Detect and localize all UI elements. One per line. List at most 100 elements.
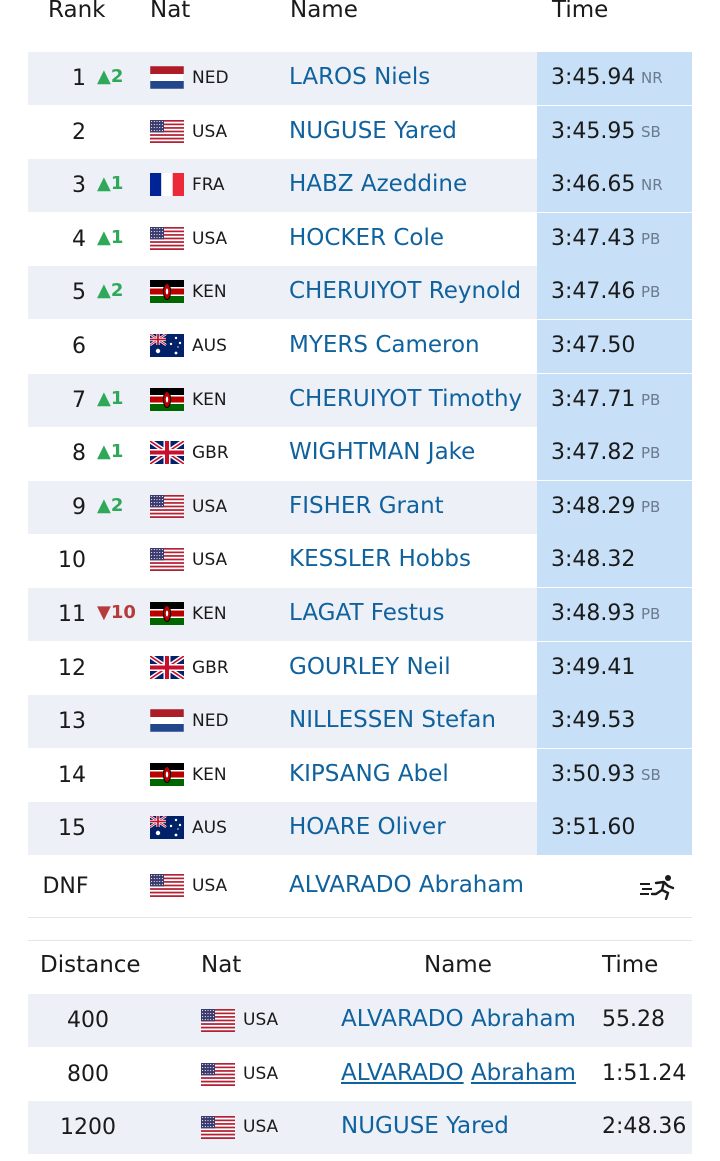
athlete-name-link[interactable]: HOCKER Cole <box>289 224 445 251</box>
result-time: 3:48.29 <box>551 493 636 519</box>
rank-change-indicator: ▲2 <box>97 494 124 516</box>
splits-header-name: Name <box>424 952 492 978</box>
section-divider <box>28 940 692 941</box>
rank-number: 3 <box>72 173 86 199</box>
rank-number: 2 <box>72 119 86 145</box>
time-cell <box>537 480 692 534</box>
result-row: 10 USA KESSLER Hobbs 3:48.32 <box>28 534 692 588</box>
time-cell <box>537 641 692 695</box>
usa-flag-icon <box>150 226 184 250</box>
nat-code: AUS <box>192 818 227 839</box>
result-time: 3:48.93 <box>551 601 636 626</box>
runner-icon <box>640 875 675 900</box>
time-cell <box>537 427 692 481</box>
split-leader-name-link[interactable]: ALVARADO Abraham <box>341 1006 576 1032</box>
athlete-name-link[interactable]: MYERS Cameron <box>289 332 480 358</box>
split-leader-name-link[interactable]: ALVARADO Abraham <box>341 1060 576 1086</box>
rank-number: 7 <box>72 387 86 413</box>
athlete-name-link[interactable]: FISHER Grant <box>289 492 444 519</box>
rank-number: 4 <box>72 226 86 252</box>
nat-code: KEN <box>192 389 227 410</box>
usa-flag-icon <box>201 1116 235 1139</box>
result-time: 3:47.71 <box>551 386 636 412</box>
header-time: Time <box>552 0 609 23</box>
time-cell <box>537 695 692 749</box>
athlete-name-link[interactable]: NUGUSE Yared <box>289 117 457 144</box>
split-distance: 400 <box>67 1008 109 1033</box>
result-time: 3:48.32 <box>551 547 636 573</box>
leader-given-name[interactable]: Abraham <box>470 1059 576 1086</box>
time-cell <box>537 105 692 159</box>
leader-surname[interactable]: NUGUSE <box>341 1113 439 1139</box>
rank-change-indicator: ▲2 <box>97 280 124 302</box>
rank-number: 9 <box>72 494 86 520</box>
athlete-name-link[interactable]: HABZ Azeddine <box>289 171 468 198</box>
nat-code: GBR <box>192 657 229 678</box>
nat-code: KEN <box>192 282 227 303</box>
nat-code: USA <box>192 876 228 896</box>
athlete-name-link[interactable]: LAGAT Festus <box>289 600 445 626</box>
split-distance: 1200 <box>60 1115 116 1140</box>
nat-code: USA <box>243 1063 279 1084</box>
usa-flag-icon <box>150 548 184 572</box>
result-row: 7 ▲1 KEN CHERUIYOT Timothy 3:47.71 PB <box>28 373 692 427</box>
result-row: 4 ▲1 USA HOCKER Cole 3:47.43 PB <box>28 212 692 266</box>
leader-surname[interactable]: ALVARADO <box>341 1006 464 1032</box>
usa-flag-icon <box>150 494 184 518</box>
usa-flag-icon <box>201 1009 235 1032</box>
athlete-name-link[interactable]: NILLESSEN Stefan <box>289 707 496 734</box>
section-divider <box>28 917 692 918</box>
athlete-name-link[interactable]: HOARE Oliver <box>289 814 446 841</box>
rank-change-indicator: ▲1 <box>97 441 124 463</box>
header-rank: Rank <box>48 0 106 23</box>
rank-number: 11 <box>58 602 86 627</box>
rank-number: 14 <box>58 762 86 788</box>
athlete-name-link[interactable]: CHERUIYOT Reynold <box>289 278 522 305</box>
split-leader-name-link[interactable]: NUGUSE Yared <box>341 1113 509 1139</box>
athlete-name-link[interactable]: ALVARADO Abraham <box>289 872 524 898</box>
result-time: 3:45.94 <box>551 65 636 90</box>
result-row: 2 USA NUGUSE Yared 3:45.95 SB <box>28 105 692 159</box>
time-cell <box>537 320 692 373</box>
dnf-label: DNF <box>42 874 89 899</box>
athlete-name-link[interactable]: CHERUIYOT Timothy <box>289 385 523 412</box>
time-cell <box>537 52 692 105</box>
athlete-name-link[interactable]: KIPSANG Abel <box>289 760 449 787</box>
split-time: 2:48.36 <box>602 1114 687 1139</box>
ken-flag-icon <box>150 762 184 786</box>
record-badge: PB <box>641 390 661 409</box>
ned-flag-icon <box>150 709 184 733</box>
split-time: 1:51.24 <box>602 1060 687 1086</box>
leader-given-name[interactable]: Yared <box>446 1113 509 1139</box>
result-row: 3 ▲1 FRA HABZ Azeddine 3:46.65 NR <box>28 159 692 213</box>
usa-flag-icon <box>150 119 184 143</box>
nat-code: USA <box>192 550 228 571</box>
ken-flag-icon <box>150 602 184 625</box>
athlete-name-link[interactable]: WIGHTMAN Jake <box>289 439 476 466</box>
usa-flag-icon <box>201 1062 235 1086</box>
athlete-name-link[interactable]: KESSLER Hobbs <box>289 546 472 573</box>
gbr-flag-icon <box>150 655 184 679</box>
athlete-name-link[interactable]: GOURLEY Neil <box>289 653 451 680</box>
leader-given-name[interactable]: Abraham <box>470 1006 576 1032</box>
record-badge: PB <box>641 444 661 463</box>
split-time: 55.28 <box>602 1007 665 1032</box>
nat-code: GBR <box>192 443 229 464</box>
splits-header-time: Time <box>602 952 659 978</box>
gbr-flag-icon <box>150 441 184 465</box>
time-cell <box>537 534 692 588</box>
usa-flag-icon <box>150 874 184 897</box>
record-badge: PB <box>641 497 661 516</box>
split-row: 800 USA ALVARADO Abraham 1:51.24 <box>28 1048 692 1101</box>
nat-code: USA <box>243 1010 279 1030</box>
split-row: 1200 USA NUGUSE Yared 2:48.36 <box>28 1101 692 1154</box>
record-badge: NR <box>641 69 663 87</box>
time-cell <box>537 159 692 213</box>
leader-surname[interactable]: ALVARADO <box>341 1059 464 1086</box>
athlete-name-link[interactable]: LAROS Niels <box>289 64 431 90</box>
nat-code: FRA <box>192 175 225 196</box>
result-row: 8 ▲1 GBR WIGHTMAN Jake 3:47.82 PB <box>28 427 692 481</box>
result-time: 3:47.43 <box>551 225 636 251</box>
rank-number: 10 <box>58 548 86 574</box>
record-badge: NR <box>641 176 663 195</box>
